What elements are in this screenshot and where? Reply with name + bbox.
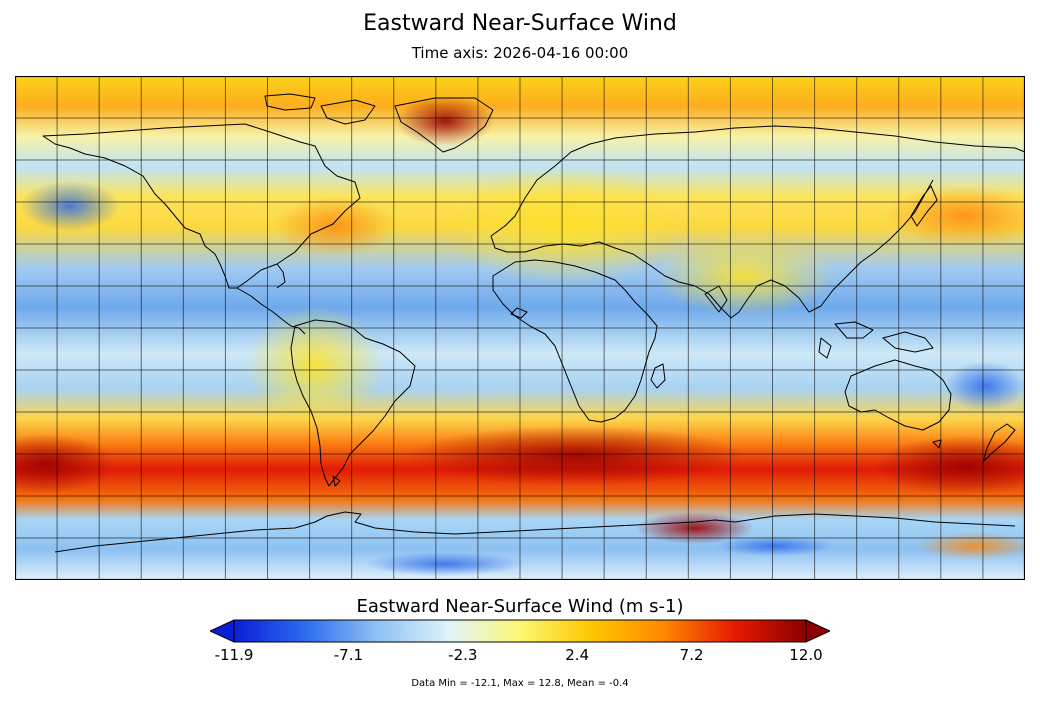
colorbar-tick-label: 2.4: [565, 646, 590, 664]
colorbar-tick-label: 7.2: [679, 646, 704, 664]
colorbar-title: Eastward Near-Surface Wind (m s-1): [356, 596, 684, 617]
colorbar-gradient: [233, 619, 807, 643]
plot-subtitle: Time axis: 2026-04-16 00:00: [411, 44, 629, 62]
colorbar-tick-label: -7.1: [333, 646, 364, 664]
wind-anomalies: [15, 96, 1025, 576]
colorbar-tick-label: 12.0: [789, 646, 823, 664]
map-frame: [15, 76, 1025, 580]
plot-title: Eastward Near-Surface Wind: [363, 11, 677, 36]
data-stats: Data Min = -12.1, Max = 12.8, Mean = -0.…: [411, 678, 629, 689]
colorbar: [210, 619, 830, 643]
colorbar-tick-label: -2.3: [448, 646, 478, 664]
colorbar-max-arrow: [805, 619, 830, 643]
colorbar-tick-label: -11.9: [214, 646, 254, 664]
graticule: [15, 76, 1025, 580]
colorbar-min-arrow: [210, 619, 235, 643]
wind-map: [15, 76, 1025, 580]
